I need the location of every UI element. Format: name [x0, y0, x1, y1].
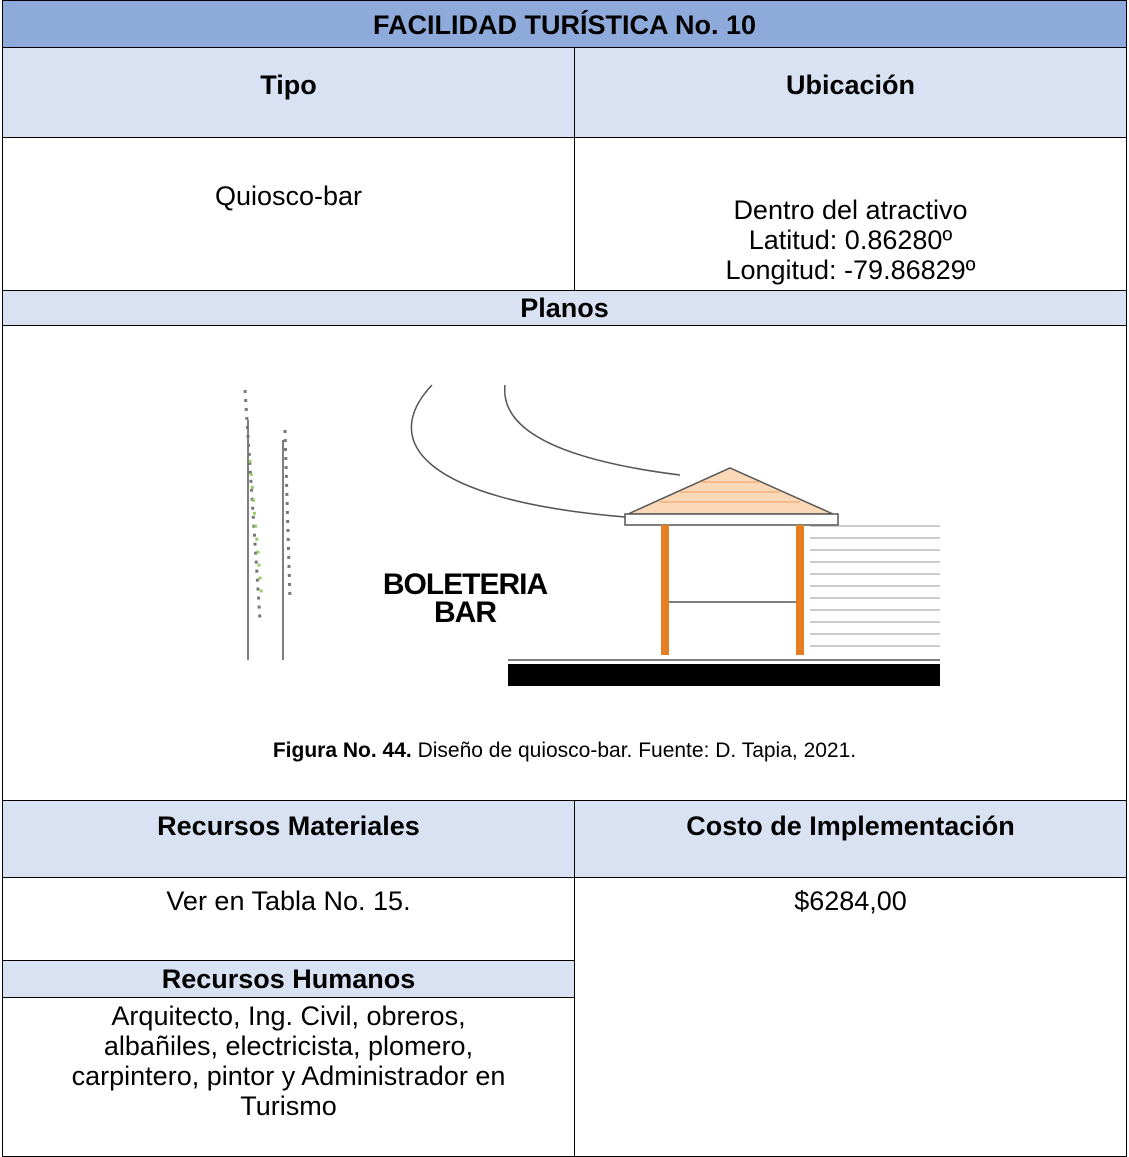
recursos-materiales-header: Recursos Materiales — [2, 800, 575, 878]
costo-header: Costo de Implementación — [574, 800, 1127, 878]
text-line: carpintero, pintor y Administrador en — [71, 1061, 506, 1091]
text-line: Arquitecto, Ing. Civil, obreros, — [111, 1001, 466, 1031]
recursos-materiales-value: Ver en Tabla No. 15. — [2, 877, 575, 961]
recursos-humanos-value: Arquitecto, Ing. Civil, obreros, albañil… — [2, 997, 575, 1157]
planos-header: Planos — [2, 290, 1127, 326]
text-line: Dentro del atractivo — [733, 195, 968, 225]
text-line: albañiles, electricista, plomero, — [103, 1031, 474, 1061]
caption-text: Diseño de quiosco-bar. Fuente: D. Tapia,… — [417, 739, 857, 762]
caption-label: Figura No. 44. — [272, 739, 412, 762]
ubicacion-value: Dentro del atractivo Latitud: 0.86280º L… — [574, 137, 1127, 291]
costo-value: $6284,00 — [574, 877, 1127, 1157]
drawing-label: BAR — [434, 596, 497, 629]
tipo-value: Quiosco-bar — [2, 137, 575, 291]
drawing-labels: BOLETERIA BAR — [375, 568, 555, 629]
text-line: Longitud: -79.86829º — [725, 255, 976, 285]
tipo-header: Tipo — [2, 47, 575, 138]
text-line: Turismo — [240, 1091, 337, 1121]
title: FACILIDAD TURÍSTICA No. 10 — [2, 0, 1127, 48]
ubicacion-header: Ubicación — [574, 47, 1127, 138]
planos-cell: BOLETERIA BAR Figura No. 44. Diseño de q… — [2, 325, 1127, 801]
drawing-label: BOLETERIA — [382, 568, 548, 601]
text-line: Latitud: 0.86280º — [748, 225, 953, 255]
caption: Figura No. 44. Diseño de quiosco-bar. Fu… — [3, 738, 1126, 764]
drawing — [243, 384, 940, 686]
recursos-humanos-header: Recursos Humanos — [2, 960, 575, 998]
